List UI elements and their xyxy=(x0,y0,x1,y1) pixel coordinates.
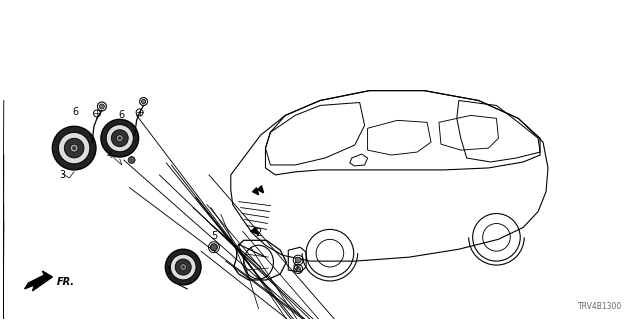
Text: 4: 4 xyxy=(107,150,113,160)
Circle shape xyxy=(182,266,184,268)
Text: 6: 6 xyxy=(292,262,298,272)
Circle shape xyxy=(128,156,135,164)
Circle shape xyxy=(65,138,84,158)
Circle shape xyxy=(175,259,191,275)
Polygon shape xyxy=(251,228,259,234)
Polygon shape xyxy=(24,271,52,291)
Circle shape xyxy=(180,264,186,270)
Circle shape xyxy=(296,267,301,272)
Text: TRV4B1300: TRV4B1300 xyxy=(578,302,622,311)
Circle shape xyxy=(106,124,133,152)
Text: 6: 6 xyxy=(118,110,125,120)
Circle shape xyxy=(52,126,96,170)
Circle shape xyxy=(73,147,76,149)
Circle shape xyxy=(111,130,128,147)
Text: 2: 2 xyxy=(255,228,262,238)
Text: 6: 6 xyxy=(72,108,78,117)
Circle shape xyxy=(99,104,104,109)
Circle shape xyxy=(170,254,196,280)
Text: 1: 1 xyxy=(166,266,172,276)
Circle shape xyxy=(165,249,201,285)
Circle shape xyxy=(141,99,146,104)
Circle shape xyxy=(70,144,78,152)
Text: FR.: FR. xyxy=(56,277,74,287)
Text: 5: 5 xyxy=(211,231,217,241)
Polygon shape xyxy=(253,188,259,195)
Circle shape xyxy=(211,244,218,251)
Text: 3: 3 xyxy=(59,170,65,180)
Circle shape xyxy=(118,137,121,139)
Circle shape xyxy=(58,132,90,164)
Circle shape xyxy=(295,257,301,263)
Polygon shape xyxy=(257,186,264,193)
Circle shape xyxy=(116,135,123,141)
Circle shape xyxy=(101,119,139,157)
